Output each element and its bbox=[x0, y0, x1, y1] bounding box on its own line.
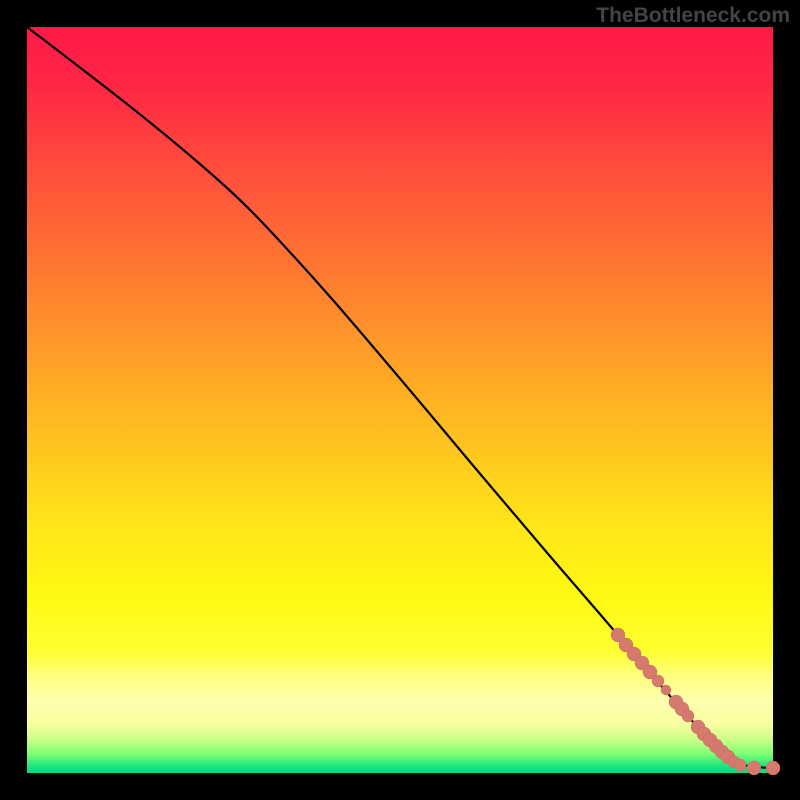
chart-container: { "meta": { "width": 800, "height": 800,… bbox=[0, 0, 800, 800]
plot-background bbox=[27, 27, 773, 773]
data-marker bbox=[747, 761, 761, 775]
bottleneck-chart bbox=[0, 0, 800, 800]
data-marker bbox=[766, 761, 780, 775]
data-marker bbox=[734, 759, 746, 771]
data-marker bbox=[661, 685, 671, 695]
attribution-label: TheBottleneck.com bbox=[596, 4, 790, 28]
data-marker bbox=[682, 710, 694, 722]
data-marker bbox=[652, 675, 664, 687]
